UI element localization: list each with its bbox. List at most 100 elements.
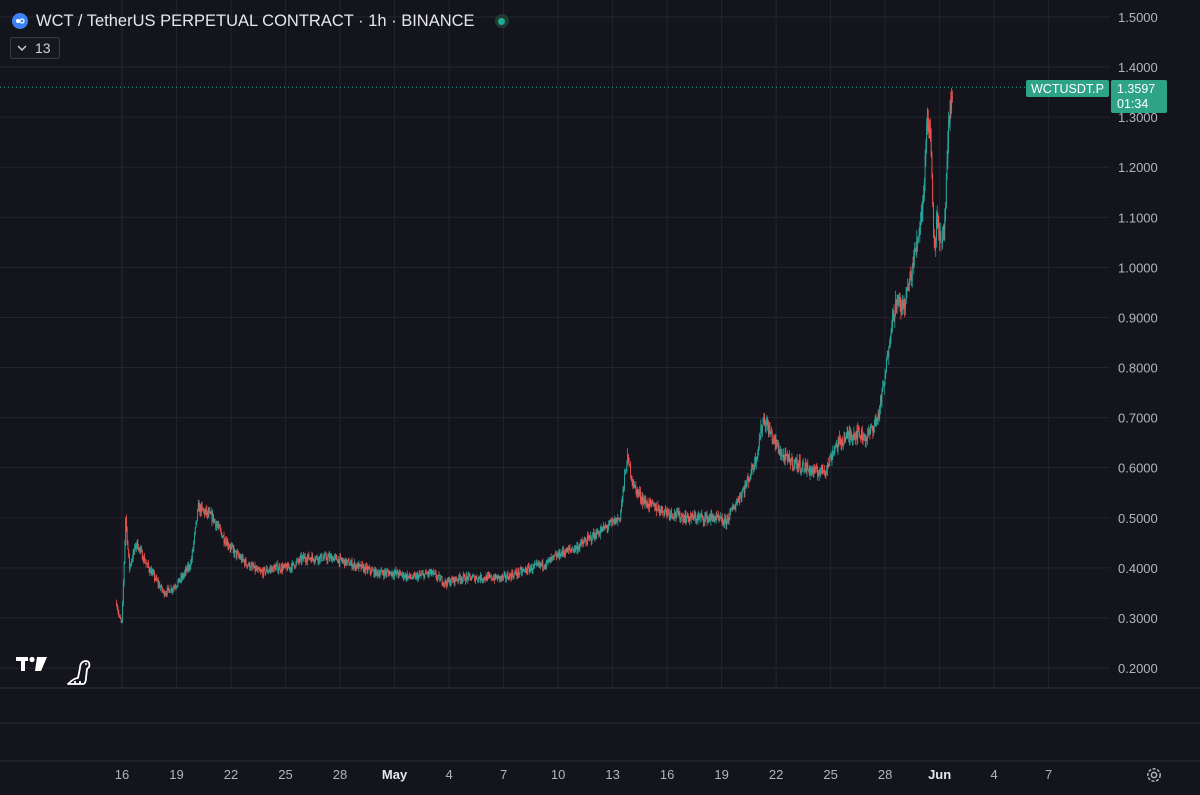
candle-body <box>852 436 854 439</box>
candle-body <box>760 426 762 439</box>
candle-body <box>627 454 629 465</box>
candle-body <box>268 570 270 572</box>
candle-body <box>530 566 532 570</box>
candle-body <box>839 437 841 442</box>
candle-body <box>206 511 208 515</box>
settings-icon[interactable] <box>1145 766 1163 789</box>
candle-body <box>525 569 527 573</box>
candle-body <box>763 417 765 419</box>
candle-body <box>616 518 618 522</box>
candle-body <box>572 549 574 552</box>
candle-body <box>290 567 292 570</box>
candle-body <box>485 575 487 580</box>
candle-body <box>781 454 783 457</box>
candle-body <box>571 549 573 551</box>
logo-icon <box>12 13 28 29</box>
candle-body <box>229 546 231 549</box>
candle-body <box>135 545 136 549</box>
candle-body <box>306 557 308 562</box>
candle-body <box>315 557 317 561</box>
candle-body <box>571 549 573 551</box>
candle-body <box>827 463 828 471</box>
candle-body <box>622 488 624 497</box>
candle-body <box>733 508 735 510</box>
candle-body <box>465 580 467 582</box>
candle-body <box>375 568 376 576</box>
candle-body <box>612 519 614 522</box>
candle-body <box>337 559 339 563</box>
candle-body <box>259 570 261 572</box>
candle-body <box>742 490 744 493</box>
candle-body <box>908 288 909 291</box>
candle-body <box>914 248 916 250</box>
candle-body <box>194 527 196 534</box>
x-tick-label: May <box>382 767 408 782</box>
candle-body <box>869 431 871 433</box>
candle-body <box>497 575 499 580</box>
candle-body <box>915 249 917 251</box>
candle-body <box>896 300 898 311</box>
candle-body <box>611 520 613 522</box>
candle-body <box>726 519 728 525</box>
candle-body <box>838 440 840 442</box>
candle-body <box>798 460 800 466</box>
candle-body <box>856 431 858 439</box>
candle-body <box>888 348 890 357</box>
candle-body <box>227 541 229 547</box>
candle-body <box>810 468 812 471</box>
candle-body <box>858 430 860 435</box>
candle-body <box>839 437 841 439</box>
candle-body <box>832 452 834 456</box>
candle-body <box>788 454 790 457</box>
candle-body <box>166 588 168 595</box>
candle-body <box>414 574 416 576</box>
x-tick-label: 22 <box>769 767 783 782</box>
indicator-toggle[interactable]: 13 <box>10 37 60 59</box>
candle-body <box>340 557 342 560</box>
candle-body <box>226 541 228 546</box>
candle-body <box>297 559 298 562</box>
candle-body <box>440 577 442 579</box>
candle-body <box>689 516 691 520</box>
candle-body <box>202 507 204 510</box>
candle-body <box>871 426 873 430</box>
candle-body <box>312 558 314 561</box>
candle-body <box>259 571 261 572</box>
candle-body <box>166 593 167 595</box>
candle-body <box>167 587 169 589</box>
candle-body <box>923 181 925 197</box>
candle-body <box>257 568 259 570</box>
candle-body <box>672 516 674 518</box>
chevron-icon <box>17 45 27 51</box>
candle-body <box>386 571 388 575</box>
candle-body <box>854 433 856 439</box>
tradingview-logo-icon[interactable] <box>16 656 48 677</box>
candle-body <box>446 583 448 586</box>
candle-body <box>431 569 432 575</box>
symbol-title[interactable]: WCT / TetherUS PERPETUAL CONTRACT · 1h ·… <box>36 11 475 30</box>
candle-body <box>806 465 808 472</box>
candle-body <box>373 570 375 576</box>
candle-body <box>697 516 699 521</box>
candle-body <box>151 572 153 576</box>
candle-body <box>250 568 252 570</box>
candle-body <box>300 556 302 562</box>
candle-body <box>570 549 572 551</box>
candle-body <box>332 557 334 561</box>
candle-body <box>640 491 641 499</box>
candle-body <box>482 579 484 581</box>
candle-body <box>633 484 635 488</box>
candle-body <box>731 507 733 510</box>
candle-body <box>711 515 713 517</box>
candle-body <box>539 562 541 566</box>
candle-body <box>378 573 380 577</box>
candle-body <box>857 427 859 439</box>
candle-body <box>939 232 940 240</box>
candle-body <box>664 509 666 511</box>
candle-body <box>735 503 737 507</box>
candle-body <box>661 506 663 510</box>
candle-body <box>615 518 617 524</box>
candle-body <box>204 511 206 515</box>
